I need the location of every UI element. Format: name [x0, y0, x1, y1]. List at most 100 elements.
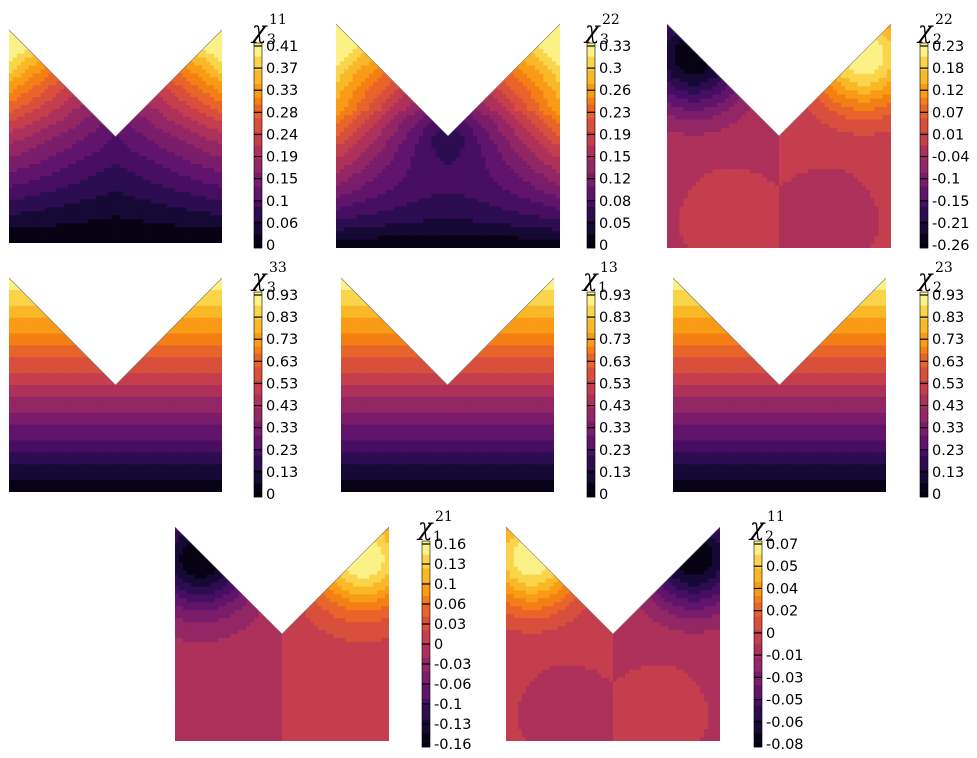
heatmap-cell: [154, 168, 160, 173]
heatmap-cell: [410, 214, 416, 220]
heatmap-cell: [80, 152, 85, 157]
heatmap-cell: [423, 206, 428, 212]
heatmap-cell: [381, 127, 387, 133]
heatmap-cell: [24, 227, 30, 232]
heatmap-cell: [377, 165, 383, 170]
heatmap-cell: [477, 202, 482, 208]
heatmap-cell: [20, 124, 26, 130]
heatmap-cell: [360, 227, 366, 233]
heatmap-cell: [131, 164, 136, 169]
heatmap-cell: [115, 65, 121, 71]
heatmap-cell: [139, 227, 144, 232]
heatmap-cell: [468, 239, 474, 245]
heatmap-cell: [431, 24, 437, 29]
heatmap-cell: [414, 169, 420, 174]
heatmap-cell: [344, 152, 350, 158]
heatmap-cell: [460, 214, 466, 220]
heatmap-cell: [72, 116, 77, 122]
heatmap-cell: [481, 206, 486, 212]
heatmap-cell: [91, 124, 97, 130]
heatmap-cell: [410, 160, 416, 166]
heatmap-cell: [166, 183, 172, 189]
heatmap-cell: [186, 223, 192, 228]
heatmap-cell: [87, 179, 93, 185]
heatmap-cell: [123, 199, 128, 205]
heatmap-cell: [348, 169, 354, 174]
heatmap-cell: [464, 173, 470, 179]
heatmap-cell: [20, 172, 26, 177]
heatmap-cell: [414, 61, 420, 67]
heatmap-cell: [198, 93, 203, 98]
heatmap-cell: [127, 148, 132, 153]
heatmap-cell: [60, 116, 65, 122]
heatmap-cell: [28, 191, 34, 197]
heatmap-cell: [60, 85, 65, 90]
heatmap-cell: [131, 45, 136, 51]
heatmap-cell: [154, 128, 160, 134]
heatmap-cell: [135, 136, 140, 142]
heatmap-cell: [16, 116, 22, 122]
heatmap-cell: [40, 53, 46, 59]
heatmap-cell: [369, 181, 374, 187]
heatmap-cell: [99, 191, 105, 197]
heatmap-cell: [107, 179, 113, 185]
heatmap-cell: [87, 227, 93, 232]
heatmap-cell: [64, 132, 69, 138]
heatmap-cell: [369, 40, 374, 46]
heatmap-cell: [40, 239, 46, 243]
heatmap-cell: [218, 97, 222, 102]
heatmap-cell: [406, 36, 412, 42]
heatmap-cell: [481, 173, 486, 179]
heatmap-cell: [147, 168, 152, 173]
heatmap-cell: [119, 172, 124, 177]
heatmap-cell: [151, 85, 156, 90]
heatmap-cell: [44, 33, 50, 39]
heatmap-cell: [402, 198, 408, 203]
heatmap-cell: [174, 124, 180, 130]
heatmap-cell: [131, 168, 136, 173]
heatmap-cell: [170, 140, 176, 145]
heatmap-cell: [174, 148, 180, 153]
heatmap-cell: [24, 183, 30, 189]
heatmap-cell: [218, 211, 222, 216]
heatmap-cell: [456, 94, 462, 100]
heatmap-cell: [448, 198, 453, 203]
heatmap-cell: [12, 187, 18, 193]
heatmap-cell: [460, 144, 466, 150]
heatmap-cell: [72, 69, 77, 74]
heatmap-cell: [143, 164, 148, 169]
heatmap-cell: [431, 198, 437, 203]
heatmap-cell: [119, 93, 124, 98]
heatmap-cell: [64, 223, 69, 228]
heatmap-cell: [162, 97, 168, 102]
heatmap-cell: [460, 69, 466, 75]
heatmap-cell: [206, 104, 211, 110]
heatmap-cell: [414, 44, 420, 50]
heatmap-cell: [99, 183, 105, 189]
heatmap-cell: [427, 206, 433, 212]
heatmap-cell: [468, 40, 474, 46]
heatmap-cell: [131, 108, 136, 114]
heatmap-cell: [464, 123, 470, 129]
heatmap-cell: [24, 108, 30, 114]
heatmap-cell: [198, 116, 203, 122]
heatmap-cell: [44, 156, 50, 161]
heatmap-cell: [485, 57, 491, 62]
heatmap-cell: [344, 127, 350, 133]
heatmap-cell: [481, 82, 486, 87]
heatmap-cell: [439, 94, 445, 100]
heatmap-cell: [182, 104, 188, 110]
heatmap-cell: [456, 210, 462, 216]
heatmap-cell: [95, 69, 101, 74]
heatmap-cell: [210, 65, 215, 71]
heatmap-cell: [452, 227, 457, 233]
heatmap-cell: [418, 194, 424, 199]
heatmap-cell: [202, 211, 207, 216]
heatmap-cell: [123, 128, 128, 134]
heatmap-cell: [80, 30, 85, 35]
heatmap-cell: [340, 214, 345, 220]
heatmap-cell: [178, 140, 184, 145]
heatmap-cell: [111, 144, 117, 149]
heatmap-cell: [56, 41, 61, 47]
heatmap-cell: [36, 231, 42, 236]
